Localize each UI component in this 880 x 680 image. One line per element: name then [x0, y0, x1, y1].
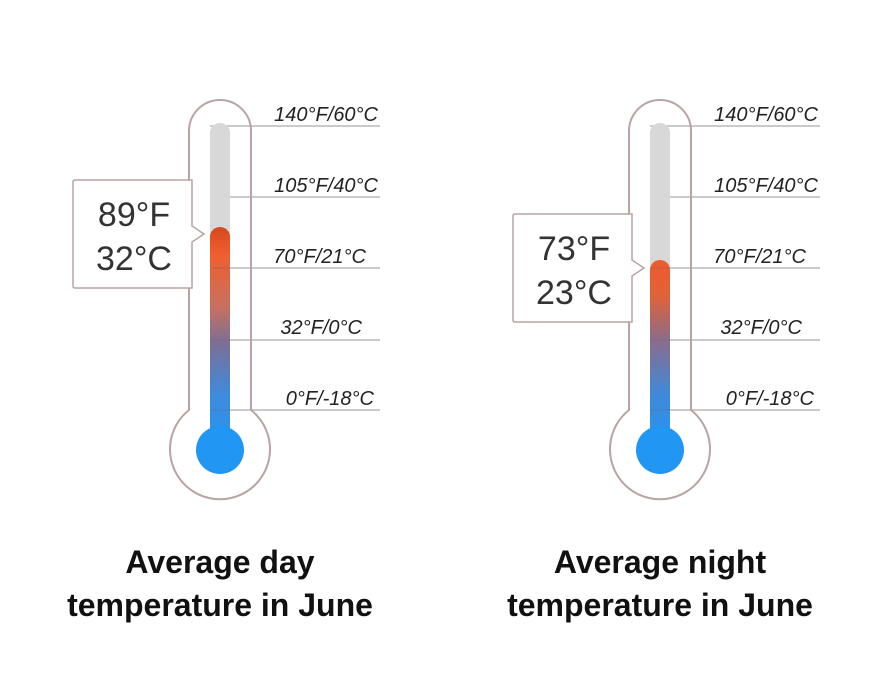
value-callout	[72, 179, 206, 289]
tick-label-70f: 70°F/21°C	[273, 246, 366, 268]
tick-label-0f: 0°F/-18°C	[726, 388, 815, 410]
thermometer-bulb	[636, 426, 684, 474]
callout-fahrenheit: 73°F	[538, 230, 610, 268]
caption-night-line2: temperature in June	[507, 587, 813, 623]
thermometer-bulb	[196, 426, 244, 474]
tick-label-70f: 70°F/21°C	[713, 246, 806, 268]
thermometer-day: 140°F/60°C 105°F/40°C 70°F/21°C 32°F/0°C…	[72, 99, 380, 501]
thermometer-outline	[609, 99, 711, 501]
tick-label-32f: 32°F/0°C	[280, 317, 362, 339]
tick-label-140f: 140°F/60°C	[714, 104, 818, 126]
tick-label-140f: 140°F/60°C	[274, 104, 378, 126]
caption-day-line1: Average day	[125, 544, 315, 580]
value-callout	[512, 213, 646, 323]
thermometer-night: 140°F/60°C 105°F/40°C 70°F/21°C 32°F/0°C…	[512, 99, 820, 501]
caption-night-line1: Average night	[553, 544, 767, 580]
thermometer-outline	[169, 99, 271, 501]
callout-fahrenheit: 89°F	[98, 196, 170, 234]
caption-day-line2: temperature in June	[67, 587, 373, 623]
tick-label-0f: 0°F/-18°C	[286, 388, 375, 410]
tick-lines	[210, 125, 380, 411]
callout-celsius: 32°C	[96, 240, 172, 278]
caption-day: Average day temperature in June	[0, 541, 440, 627]
caption-night: Average night temperature in June	[440, 541, 880, 627]
tick-label-32f: 32°F/0°C	[720, 317, 802, 339]
tick-lines	[650, 125, 820, 411]
tick-label-105f: 105°F/40°C	[274, 175, 378, 197]
tick-label-105f: 105°F/40°C	[714, 175, 818, 197]
callout-celsius: 23°C	[536, 274, 612, 312]
